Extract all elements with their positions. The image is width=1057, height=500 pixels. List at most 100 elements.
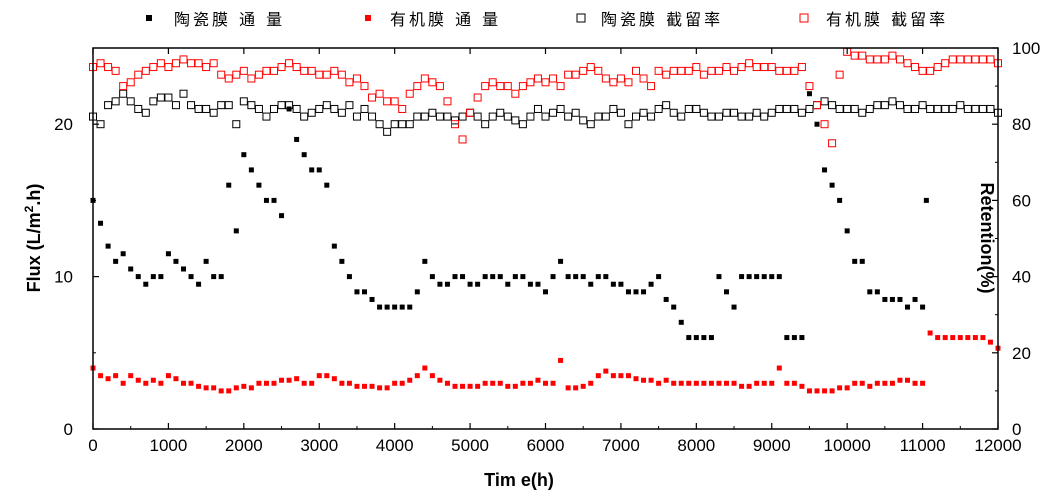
data-point [692, 63, 701, 72]
data-point [241, 383, 247, 389]
series-0 [90, 91, 929, 341]
data-point [820, 120, 829, 129]
data-point [279, 377, 285, 383]
data-point [656, 380, 662, 386]
data-point [156, 59, 165, 68]
series-3 [89, 47, 1002, 148]
data-point [104, 63, 113, 72]
data-point [362, 289, 367, 295]
data-point [761, 380, 767, 386]
data-point [805, 82, 814, 91]
x-tick-label: 2000 [225, 436, 263, 455]
data-point [301, 380, 307, 386]
data-point [324, 373, 330, 379]
data-point [791, 380, 797, 386]
data-point [746, 383, 752, 389]
data-point [972, 335, 978, 341]
data-point [716, 380, 722, 386]
data-point [920, 304, 926, 310]
data-point [920, 380, 926, 386]
data-point [292, 63, 301, 72]
data-point [782, 104, 791, 113]
data-point [339, 380, 345, 386]
data-point [580, 274, 586, 280]
data-point [285, 101, 294, 110]
data-point [760, 63, 769, 72]
data-point [707, 112, 716, 121]
data-point [360, 82, 369, 91]
data-point [390, 97, 399, 106]
data-point [963, 104, 972, 113]
data-point [369, 296, 375, 302]
data-point [624, 78, 633, 87]
data-point [814, 121, 820, 127]
data-point [933, 104, 942, 113]
data-point [407, 377, 413, 383]
data-point [543, 380, 548, 386]
data-point [337, 108, 346, 117]
data-point [579, 116, 588, 125]
data-point [429, 274, 435, 280]
data-point [527, 281, 533, 287]
data-point [828, 139, 837, 148]
data-point [618, 373, 624, 379]
data-point [895, 55, 904, 64]
data-point [413, 82, 422, 91]
data-point [865, 55, 874, 64]
data-point [897, 377, 903, 383]
data-point [307, 108, 316, 117]
data-point [429, 373, 435, 379]
data-point [639, 108, 648, 117]
data-point [405, 89, 414, 98]
data-point [888, 97, 897, 106]
data-point [677, 112, 686, 121]
data-point [769, 380, 775, 386]
data-point [232, 70, 241, 79]
data-point [912, 380, 918, 386]
data-point [927, 330, 933, 336]
data-point [473, 112, 482, 121]
data-point [858, 108, 867, 117]
data-point [384, 304, 390, 310]
data-point [512, 383, 518, 389]
data-point [150, 377, 156, 383]
data-point [874, 289, 880, 295]
data-point [294, 136, 300, 142]
data-point [196, 383, 202, 389]
data-point [948, 55, 957, 64]
data-point [248, 167, 254, 173]
data-point [352, 74, 361, 83]
data-point [171, 59, 180, 68]
data-point [488, 112, 497, 121]
data-point [956, 55, 965, 64]
data-point [648, 281, 654, 287]
y-axis-left-title: Flux (L/m2.h) [22, 184, 44, 293]
legend-marker-organic-flux [365, 15, 371, 21]
data-point [271, 380, 277, 386]
y-axis-left-title-sup: 2 [22, 205, 36, 212]
data-point [217, 101, 226, 110]
data-point [595, 373, 601, 379]
data-point [775, 104, 784, 113]
data-point [120, 380, 126, 386]
x-tick-label: 11000 [900, 436, 946, 455]
y-axis-left-title-tail: .h) [24, 184, 44, 206]
data-point [669, 66, 678, 75]
y-right-tick-label: 100 [1012, 39, 1040, 58]
data-point [708, 335, 714, 341]
x-tick-label: 7000 [602, 436, 640, 455]
data-point [460, 383, 466, 389]
data-point [482, 274, 488, 280]
data-point [473, 93, 482, 102]
data-point [173, 258, 179, 264]
x-tick-label: 12000 [974, 436, 1021, 455]
data-point [354, 383, 360, 389]
data-point [797, 63, 806, 72]
data-point [767, 63, 776, 72]
data-point [526, 112, 535, 121]
data-point [420, 112, 429, 121]
data-point [377, 385, 383, 391]
data-point [799, 383, 805, 389]
data-point [867, 289, 873, 295]
data-point [360, 104, 369, 113]
